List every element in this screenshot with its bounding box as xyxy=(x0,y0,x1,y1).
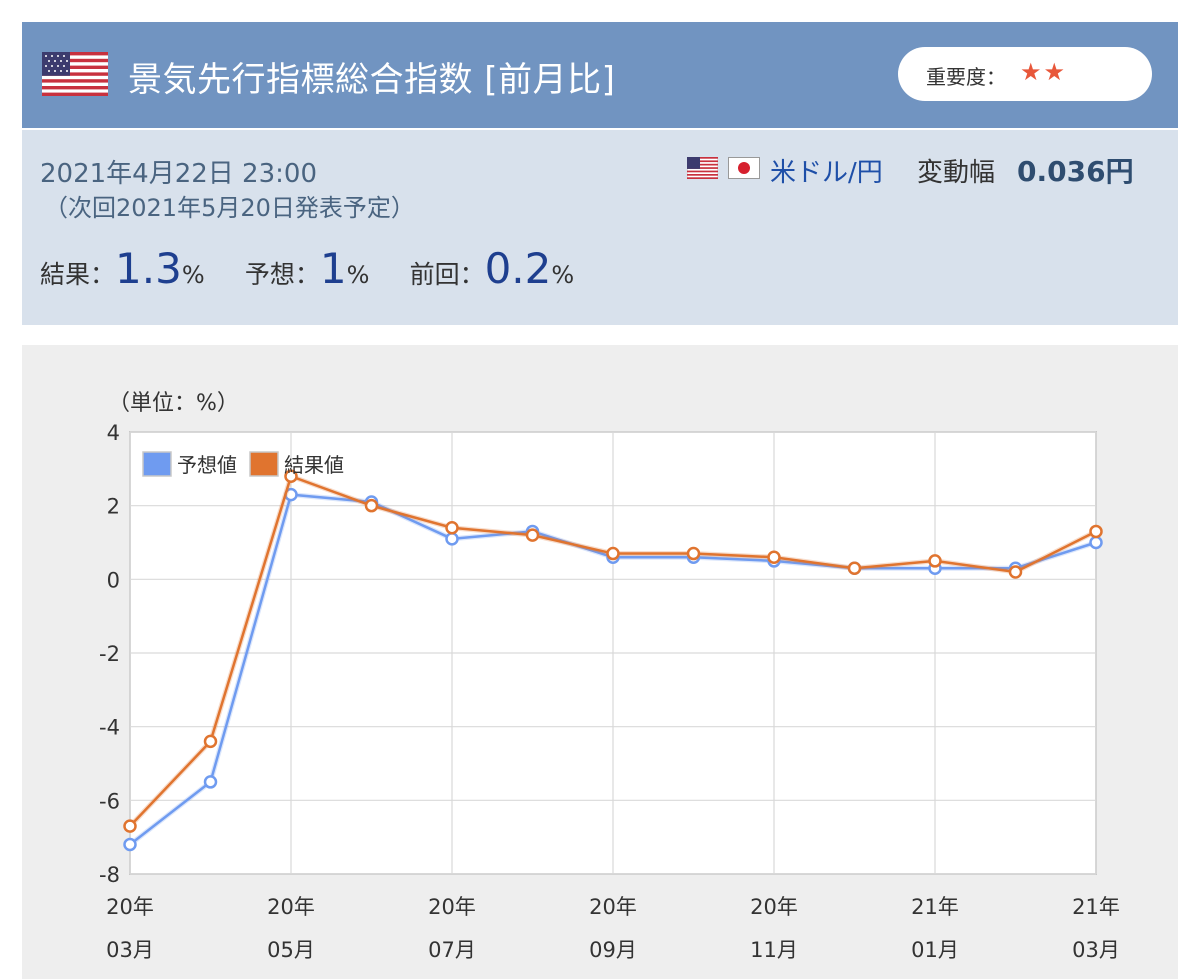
previous-label: 前回： xyxy=(409,260,485,289)
release-datetime: 2021年4月22日 23:00 xyxy=(40,159,317,189)
result-unit: % xyxy=(181,261,205,289)
data-point[interactable] xyxy=(525,528,540,542)
data-point[interactable] xyxy=(1008,565,1023,579)
data-point[interactable] xyxy=(445,532,459,546)
x-tick-label-month: 07月 xyxy=(428,938,476,962)
data-point[interactable] xyxy=(364,498,379,513)
x-tick-label-year: 20年 xyxy=(589,895,637,919)
page-title: 景気先行指標総合指数 [前月比] xyxy=(128,60,616,100)
importance-stars-icon: ★★ xyxy=(1020,58,1068,86)
y-tick-label: -2 xyxy=(99,642,120,666)
y-tick-label: 2 xyxy=(107,495,120,519)
legend-label: 予想値 xyxy=(177,453,237,477)
line-chart: （単位：%） 4 2 0 -2 -4 -6 -8 20年 03月 20年 05月 20年 07月 20年 0… xyxy=(99,391,1120,962)
previous-unit: % xyxy=(551,261,575,289)
x-tick-label-month: 01月 xyxy=(911,938,959,962)
previous-value: 0.2 xyxy=(484,244,552,293)
x-tick-label-month: 03月 xyxy=(1072,938,1120,962)
importance-badge: 重要度： ★★ xyxy=(898,47,1152,101)
change-value: 0.036円 xyxy=(1017,155,1134,188)
y-tick-label: -4 xyxy=(99,716,120,740)
change-label: 変動幅 xyxy=(917,158,996,188)
stats-row: 結果：1.3% 予想：1% 前回：0.2% xyxy=(40,244,574,293)
y-tick-label: 4 xyxy=(107,421,120,445)
series-result xyxy=(123,469,1103,833)
data-point[interactable] xyxy=(686,546,701,561)
data-point[interactable] xyxy=(203,775,218,789)
legend-label: 結果値 xyxy=(284,453,344,477)
result-value: 1.3 xyxy=(115,244,182,293)
data-point[interactable] xyxy=(928,554,942,568)
us-flag-icon xyxy=(42,52,108,96)
unit-label: （単位：%） xyxy=(108,391,239,416)
x-tick-label-year: 20年 xyxy=(750,895,798,919)
japan-flag-icon xyxy=(728,157,760,179)
x-tick-label-year: 20年 xyxy=(267,895,315,919)
data-point[interactable] xyxy=(1089,535,1103,550)
data-point[interactable] xyxy=(123,819,137,833)
next-release: （次回2021年5月20日発表予定） xyxy=(44,194,415,222)
data-point[interactable] xyxy=(606,546,620,561)
y-tick-label: -8 xyxy=(99,863,120,887)
chart-panel: （単位：%） 4 2 0 -2 -4 -6 -8 20年 03月 20年 05月 20年 07月 20年 0… xyxy=(22,345,1178,979)
x-tick-label-month: 11月 xyxy=(750,938,798,962)
data-point[interactable] xyxy=(123,837,137,852)
x-tick-label-month: 09月 xyxy=(589,938,637,962)
data-point[interactable] xyxy=(284,469,298,483)
data-point[interactable] xyxy=(445,521,459,535)
x-tick-label-month: 03月 xyxy=(106,938,154,962)
x-tick-label-year: 20年 xyxy=(428,895,476,919)
x-tick-label-year: 21年 xyxy=(1072,895,1120,919)
data-point[interactable] xyxy=(847,561,862,576)
x-tick-label-year: 20年 xyxy=(106,895,154,919)
data-point[interactable] xyxy=(767,550,781,564)
currency-pair-link[interactable]: 米ドル/円 xyxy=(770,158,883,188)
forecast-label: 予想： xyxy=(244,260,320,289)
x-tick-label-month: 05月 xyxy=(267,938,315,962)
data-point[interactable] xyxy=(203,734,218,749)
y-tick-label: -6 xyxy=(99,789,120,813)
us-flag-icon xyxy=(687,157,718,179)
importance-label: 重要度： xyxy=(926,65,1006,89)
legend-swatch xyxy=(249,451,279,477)
forecast-unit: % xyxy=(346,261,370,289)
indicator-header: 景気先行指標総合指数 [前月比] 重要度： ★★ xyxy=(22,22,1178,128)
y-tick-label: 0 xyxy=(107,568,120,592)
x-tick-label-year: 21年 xyxy=(911,895,959,919)
release-info-panel: 2021年4月22日 23:00 （次回2021年5月20日発表予定） 米ドル/… xyxy=(22,130,1178,325)
data-point[interactable] xyxy=(1089,524,1103,539)
legend-swatch xyxy=(142,451,172,477)
result-label: 結果： xyxy=(40,260,116,289)
forecast-value: 1 xyxy=(319,244,347,293)
